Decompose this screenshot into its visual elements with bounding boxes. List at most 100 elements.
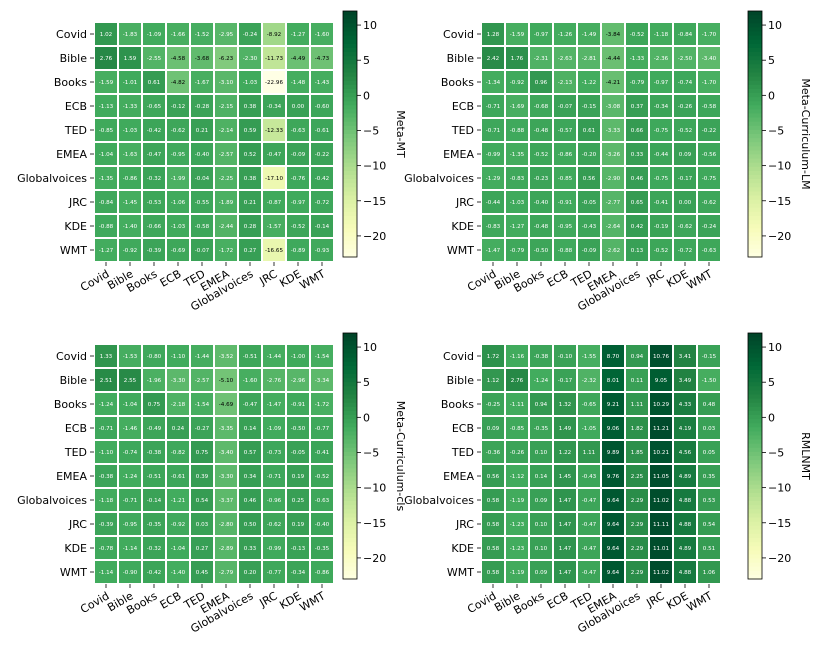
row-label-covid: Covid <box>56 350 87 363</box>
cell-value-label: 1.82 <box>631 426 643 432</box>
cell-value-label: -0.38 <box>99 474 114 480</box>
cell-value-label: 0.21 <box>196 128 209 134</box>
row-label-bible: Bible <box>447 52 475 65</box>
cell-value-label: 1.06 <box>703 570 716 576</box>
cell-value-label: 0.61 <box>148 80 161 86</box>
colorbar-segment <box>343 52 357 57</box>
cell-value-label: -0.24 <box>243 32 258 38</box>
heatmap-cell <box>576 511 602 537</box>
cell-value-label: 0.10 <box>535 522 548 528</box>
cell-value-label: 11.11 <box>653 522 669 528</box>
cell-value-label: 0.19 <box>292 474 305 480</box>
colorbar-segment <box>343 443 357 449</box>
colorbar-segment <box>748 533 762 539</box>
colorbar-segment <box>343 60 357 65</box>
colorbar-segment <box>748 390 762 396</box>
row-label-books: Books <box>54 398 87 411</box>
heatmap-cell <box>189 165 215 191</box>
cell-value-label: -0.50 <box>534 248 549 254</box>
row-label-wmt: WMT <box>60 244 87 257</box>
colorbar-segment <box>343 349 357 355</box>
heatmap-cell <box>189 237 215 263</box>
cell-value-label: -1.59 <box>510 32 525 38</box>
colorbar-segment <box>748 146 762 151</box>
colorbar-segment <box>748 236 762 242</box>
colorbar-segment <box>343 19 357 24</box>
cell-value-label: -0.47 <box>243 402 258 408</box>
cell-value-label: -4.44 <box>606 56 621 62</box>
cell-value-label: -1.35 <box>99 176 114 182</box>
colorbar-segment <box>748 492 762 498</box>
colorbar-label: Meta-Curriculum-cls <box>394 401 407 512</box>
cell-value-label: -0.20 <box>582 152 597 158</box>
heatmap-cell <box>624 487 650 513</box>
cell-value-label: -1.83 <box>123 32 138 38</box>
cell-value-label: -2.14 <box>219 128 234 134</box>
cell-value-label: -0.53 <box>147 200 162 206</box>
cell-value-label: -0.51 <box>243 354 258 360</box>
colorbar-segment <box>343 64 357 69</box>
colorbar-segment <box>343 517 357 523</box>
cell-value-label: -1.21 <box>171 498 186 504</box>
heatmap-cell <box>672 487 698 513</box>
heatmap-cell <box>117 511 143 537</box>
cell-value-label: 10.21 <box>653 450 669 456</box>
cell-value-label: 8.70 <box>607 354 620 360</box>
colorbar-segment <box>343 170 357 176</box>
cell-value-label: -0.52 <box>630 32 644 38</box>
cell-value-label: -0.26 <box>678 104 693 110</box>
row-label-kde: KDE <box>451 542 474 555</box>
cell-value-label: -0.50 <box>291 426 306 432</box>
colorbar-segment <box>343 138 357 143</box>
heatmap-cell <box>696 559 722 585</box>
colorbar-segment <box>748 431 762 437</box>
cell-value-label: 0.46 <box>244 498 257 504</box>
heatmap-cell <box>624 415 650 441</box>
cell-value-label: 0.33 <box>631 152 644 158</box>
heatmap-panel-meta-curriculum-cls: 1.33 -1.53 -0.80 -1.10 -1.44 -3.52 -0.51 -1.44 -… <box>17 332 407 636</box>
colorbar-segment <box>748 456 762 461</box>
cell-value-label: 1.59 <box>124 56 137 62</box>
cell-value-label: 2.76 <box>100 56 113 62</box>
colorbar-segment <box>343 216 357 221</box>
colorbar-segment <box>343 31 357 37</box>
heatmap-cell <box>165 367 191 393</box>
heatmap-cell <box>141 535 167 561</box>
cell-value-label: -3.35 <box>219 426 234 432</box>
heatmap-cell <box>504 535 530 561</box>
row-label-jrc: JRC <box>455 518 474 531</box>
cell-value-label: 1.22 <box>559 450 571 456</box>
cell-value-label: 0.39 <box>196 474 209 480</box>
colorbar-segment <box>343 472 357 478</box>
colorbar-tick-label: −15 <box>768 195 791 208</box>
cell-value-label: 0.38 <box>244 176 257 182</box>
cell-value-label: 9.06 <box>607 426 620 432</box>
cell-value-label: 3.41 <box>679 354 692 360</box>
cell-value-label: -0.91 <box>558 200 573 206</box>
colorbar-label: RMLNMT <box>799 432 812 480</box>
cell-value-label: -1.33 <box>630 56 645 62</box>
cell-value-label: 4.89 <box>679 474 692 480</box>
cell-value-label: -0.62 <box>267 522 281 528</box>
heatmap-cell <box>285 189 311 215</box>
colorbar-segment <box>748 562 762 568</box>
cell-value-label: 9.05 <box>655 378 668 384</box>
colorbar-tick-label: −10 <box>363 482 386 495</box>
heatmap-cell <box>696 535 722 561</box>
cell-value-label: -1.24 <box>123 474 138 480</box>
heatmap-cell <box>237 559 263 585</box>
cell-value-label: -1.40 <box>171 570 186 576</box>
colorbar-segment <box>343 337 357 342</box>
cell-value-label: -0.60 <box>315 104 330 110</box>
colorbar-segment <box>748 23 762 28</box>
heatmap-cell <box>576 21 602 47</box>
heatmap-cell <box>309 45 335 71</box>
cell-value-label: -0.57 <box>558 128 573 134</box>
colorbar-segment <box>748 216 762 221</box>
colorbar-segment <box>343 562 357 568</box>
colorbar-segment <box>748 349 762 355</box>
cell-value-label: -2.95 <box>219 32 234 38</box>
cell-value-label: -1.63 <box>123 152 138 158</box>
colorbar-segment <box>748 525 762 531</box>
cell-value-label: -1.23 <box>510 522 525 528</box>
